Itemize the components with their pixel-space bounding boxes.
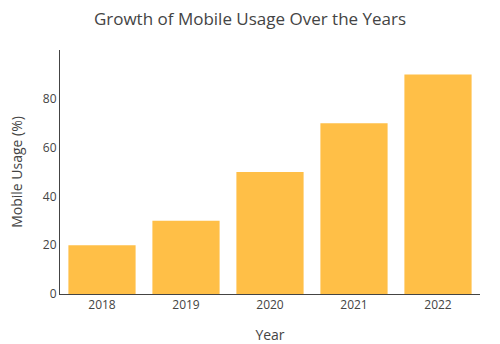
svg-text:Mobile Usage (%): Mobile Usage (%) xyxy=(7,116,26,228)
svg-text:80: 80 xyxy=(43,90,57,107)
svg-text:2019: 2019 xyxy=(172,296,200,313)
svg-text:2018: 2018 xyxy=(88,296,116,313)
svg-text:0: 0 xyxy=(50,285,57,302)
svg-text:Growth of Mobile Usage Over th: Growth of Mobile Usage Over the Years xyxy=(94,7,406,30)
svg-text:20: 20 xyxy=(43,236,57,253)
svg-text:40: 40 xyxy=(43,188,57,205)
svg-text:2021: 2021 xyxy=(340,296,367,313)
svg-text:Year: Year xyxy=(255,325,284,344)
svg-text:2020: 2020 xyxy=(256,296,284,313)
svg-text:60: 60 xyxy=(43,139,57,156)
svg-text:2022: 2022 xyxy=(424,296,452,313)
